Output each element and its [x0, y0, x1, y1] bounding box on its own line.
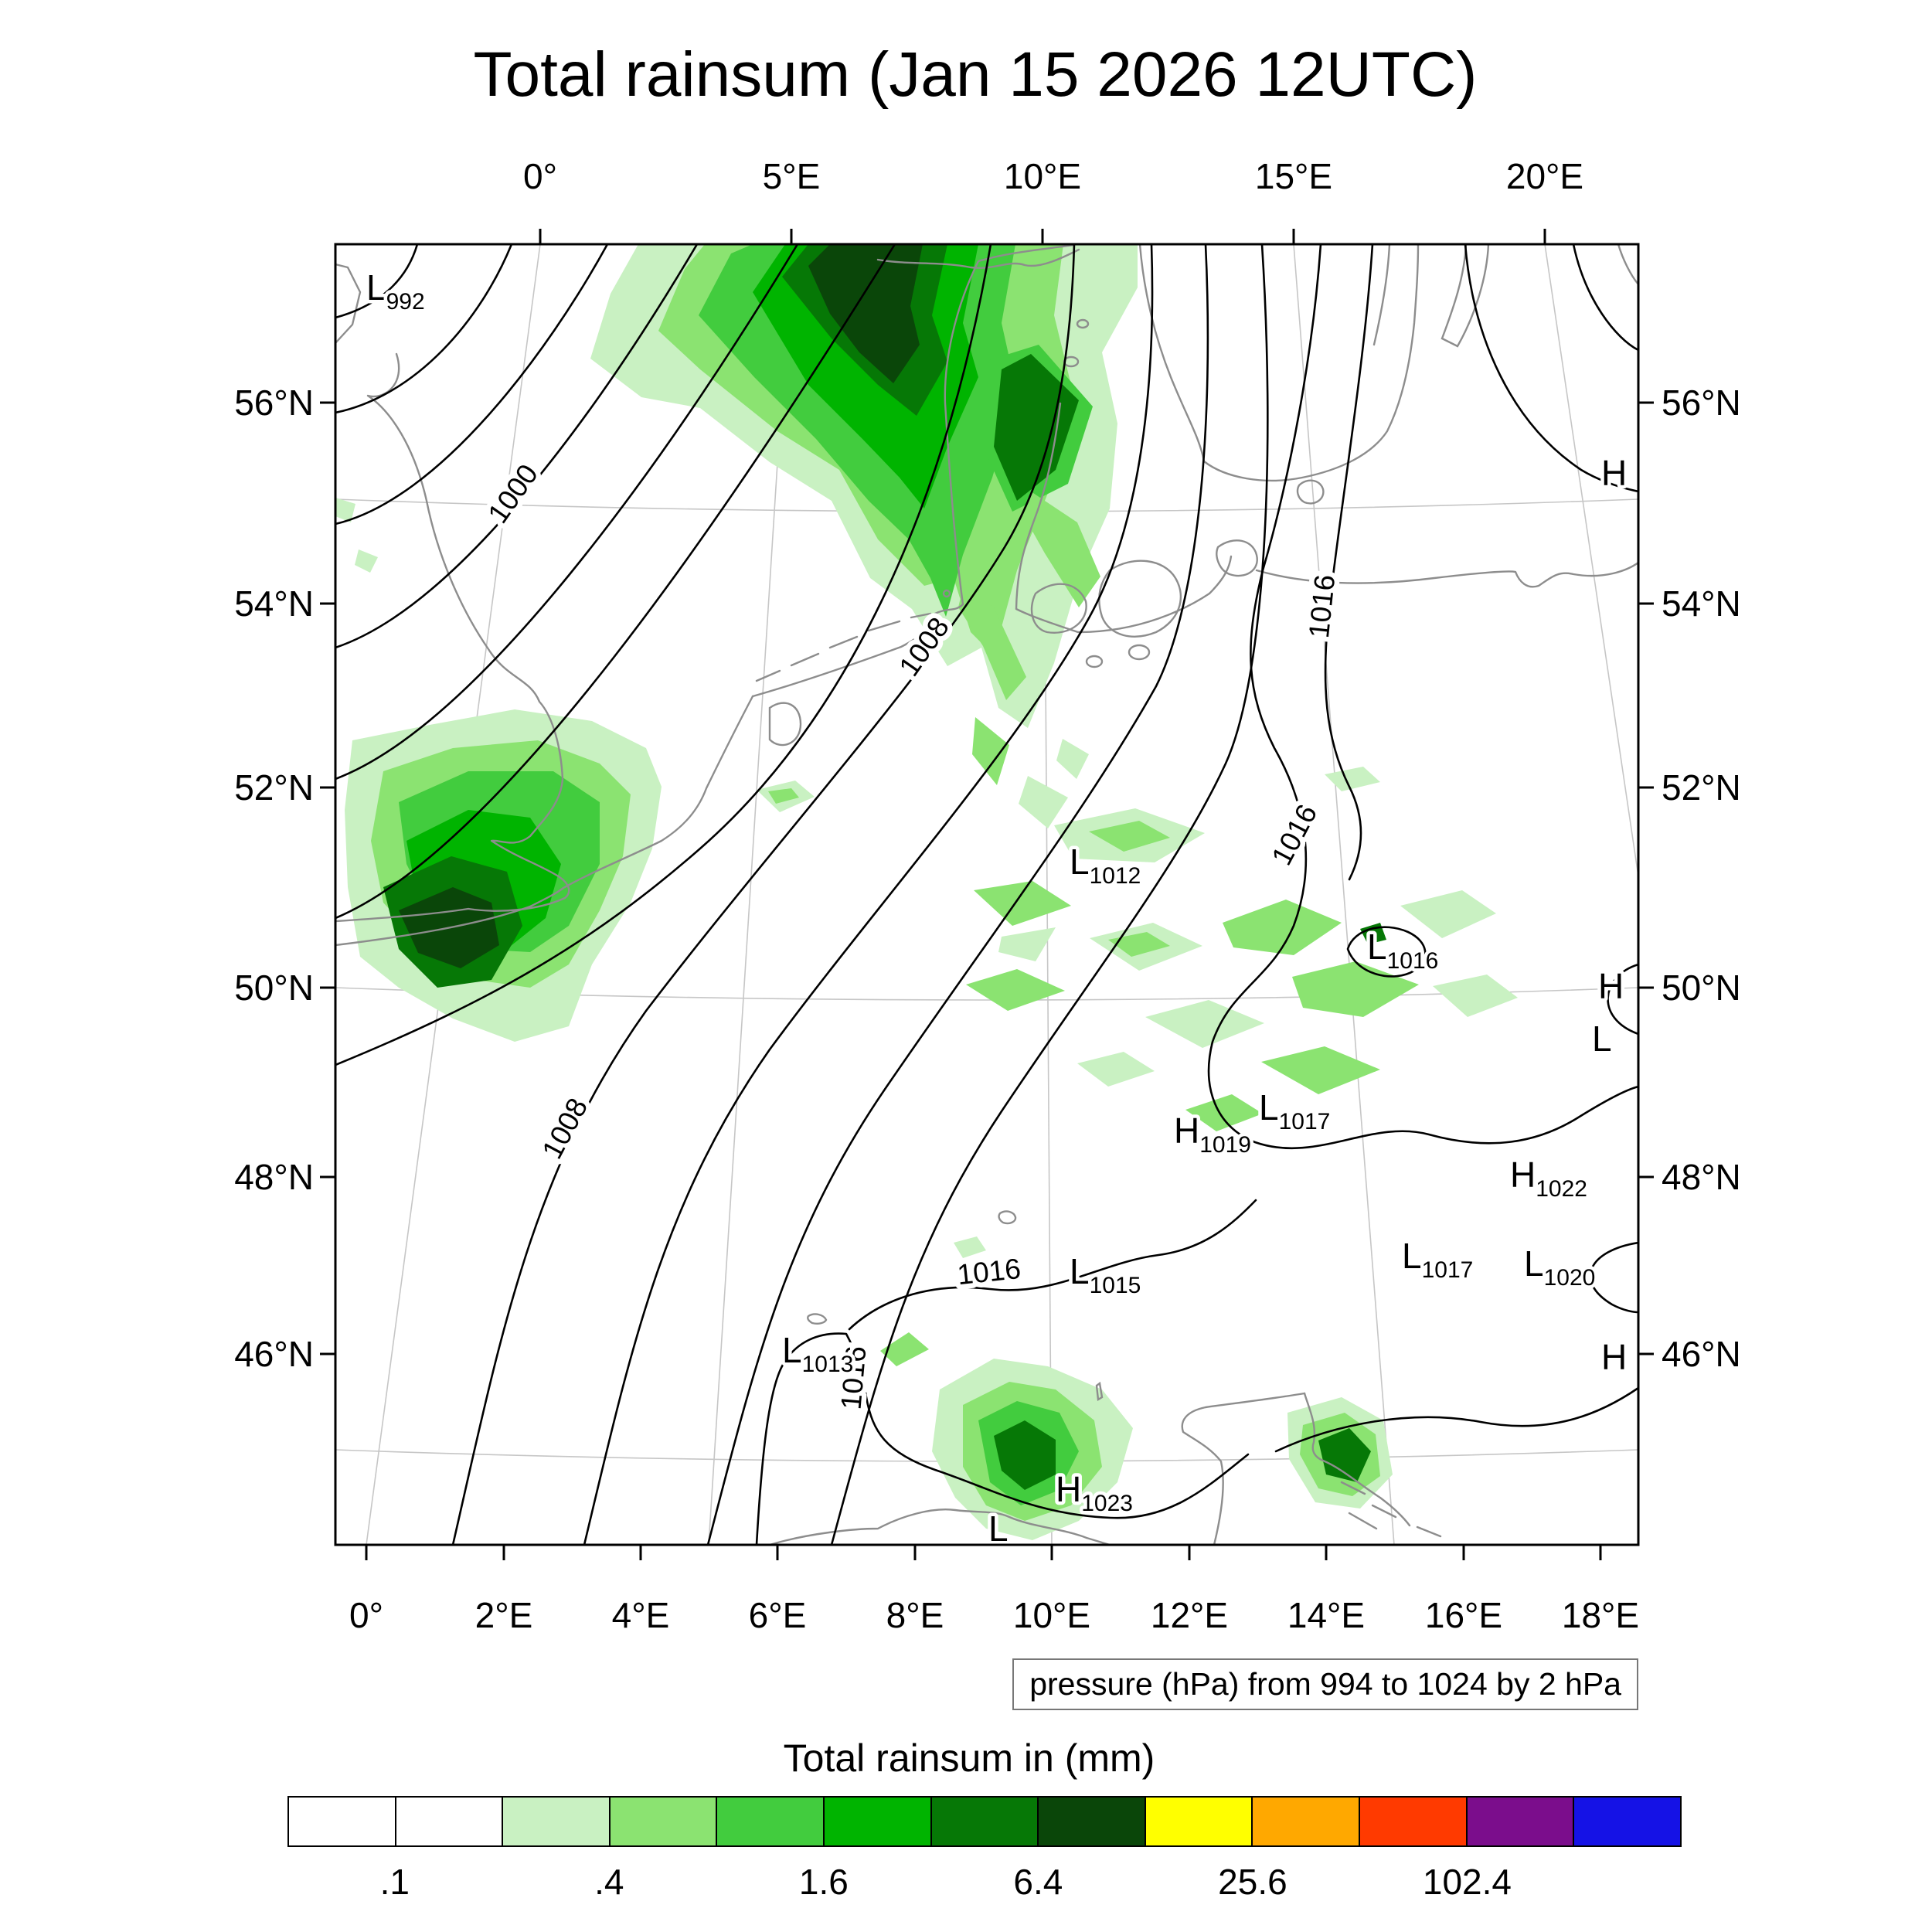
isobar-label: 1016 [1266, 799, 1324, 870]
pressure-center-l: L1017 [1259, 1087, 1330, 1134]
axis-label-left: 56°N [234, 383, 314, 423]
colorbar-tick-label: 102.4 [1422, 1862, 1512, 1902]
rain-shading [335, 244, 1518, 1540]
axis-label-right: 46°N [1662, 1334, 1741, 1374]
isobar-label: 1016 [1303, 573, 1341, 640]
weather-map: 1000100810081016101610161016L992L1012L10… [320, 229, 1654, 1560]
axis-label-bottom: 18°E [1561, 1595, 1640, 1635]
colorbar-cell [1037, 1798, 1145, 1845]
pressure-center-h: H1022 [1510, 1155, 1587, 1202]
pressure-note-text: pressure (hPa) from 994 to 1024 by 2 hPa [1029, 1666, 1621, 1702]
colorbar-cell [394, 1798, 502, 1845]
isobar-label: 1016 [956, 1253, 1022, 1291]
coastlines [335, 244, 1638, 1545]
pressure-center-l: L1016 [1367, 927, 1438, 974]
axis-label-right: 48°N [1662, 1157, 1741, 1197]
axis-label-bottom: 0° [349, 1595, 383, 1635]
axis-label-bottom: 2°E [474, 1595, 533, 1635]
isobar-label: 1008 [536, 1093, 594, 1164]
colorbar-cell [502, 1798, 609, 1845]
colorbar-cell [1251, 1798, 1359, 1845]
colorbar-tick-label: 6.4 [1013, 1862, 1063, 1902]
pressure-center-l: L [1592, 1019, 1612, 1059]
pressure-center-l: L [988, 1509, 1009, 1549]
axis-label-top: 10°E [1003, 156, 1082, 196]
pressure-center-h: H [1601, 453, 1627, 493]
colorbar-cell [1144, 1798, 1252, 1845]
colorbar-cell [1573, 1798, 1680, 1845]
axis-label-top: 20°E [1505, 156, 1584, 196]
rain-scattered-central [954, 767, 1518, 1258]
pressure-center-l: L1020 [1524, 1243, 1595, 1291]
axis-label-right: 50°N [1662, 968, 1741, 1008]
colorbar-tick-label: 1.6 [798, 1862, 849, 1902]
pressure-center-l: L1017 [1402, 1236, 1473, 1283]
colorbar-cell [716, 1798, 824, 1845]
colorbar-cell [1465, 1798, 1573, 1845]
axis-label-top: 5°E [762, 156, 821, 196]
map-frame [334, 243, 1640, 1546]
axis-ticks [320, 229, 1654, 1560]
pressure-center-h: H [1598, 966, 1624, 1006]
axis-label-bottom: 12°E [1150, 1595, 1229, 1635]
isobars [335, 244, 1638, 1545]
colorbar-cell [289, 1798, 395, 1845]
pressure-center-h: H [1601, 1337, 1627, 1377]
axis-label-bottom: 14°E [1287, 1595, 1366, 1635]
axis-label-left: 48°N [234, 1157, 314, 1197]
colorbar-tick-label: 25.6 [1218, 1862, 1287, 1902]
colorbar [287, 1796, 1682, 1847]
pressure-center-l: L992 [366, 267, 425, 315]
axis-label-left: 52°N [234, 767, 314, 808]
axis-label-right: 54°N [1662, 583, 1741, 624]
axis-label-right: 56°N [1662, 383, 1741, 423]
colorbar-tick-label: .1 [379, 1862, 410, 1902]
axis-label-top: 15°E [1254, 156, 1333, 196]
axis-label-right: 52°N [1662, 767, 1741, 808]
colorbar-cell [930, 1798, 1038, 1845]
axis-label-left: 46°N [234, 1334, 314, 1374]
colorbar-title: Total rainsum in (mm) [783, 1736, 1155, 1780]
axis-label-bottom: 6°E [748, 1595, 807, 1635]
isobar-label: 1000 [481, 458, 544, 529]
pressure-note: pressure (hPa) from 994 to 1024 by 2 hPa [1012, 1658, 1638, 1710]
colorbar-cell [823, 1798, 930, 1845]
axis-label-bottom: 10°E [1012, 1595, 1091, 1635]
colorbar-cell [1359, 1798, 1466, 1845]
axis-label-bottom: 4°E [611, 1595, 670, 1635]
colorbar-tick-label: .4 [594, 1862, 624, 1902]
pressure-center-l: L1015 [1070, 1251, 1141, 1298]
colorbar-cell [608, 1798, 716, 1845]
axis-label-left: 50°N [234, 968, 314, 1008]
axis-label-top: 0° [523, 156, 557, 196]
axis-label-bottom: 16°E [1424, 1595, 1503, 1635]
axis-label-left: 54°N [234, 583, 314, 624]
map-area: 1000 1008 1008 1016 1016 1016 1016 L992 L1012 L10… [320, 229, 1654, 1560]
axis-label-bottom: 8°E [886, 1595, 944, 1635]
plot-title: Total rainsum (Jan 15 2026 12UTC) [473, 39, 1478, 110]
